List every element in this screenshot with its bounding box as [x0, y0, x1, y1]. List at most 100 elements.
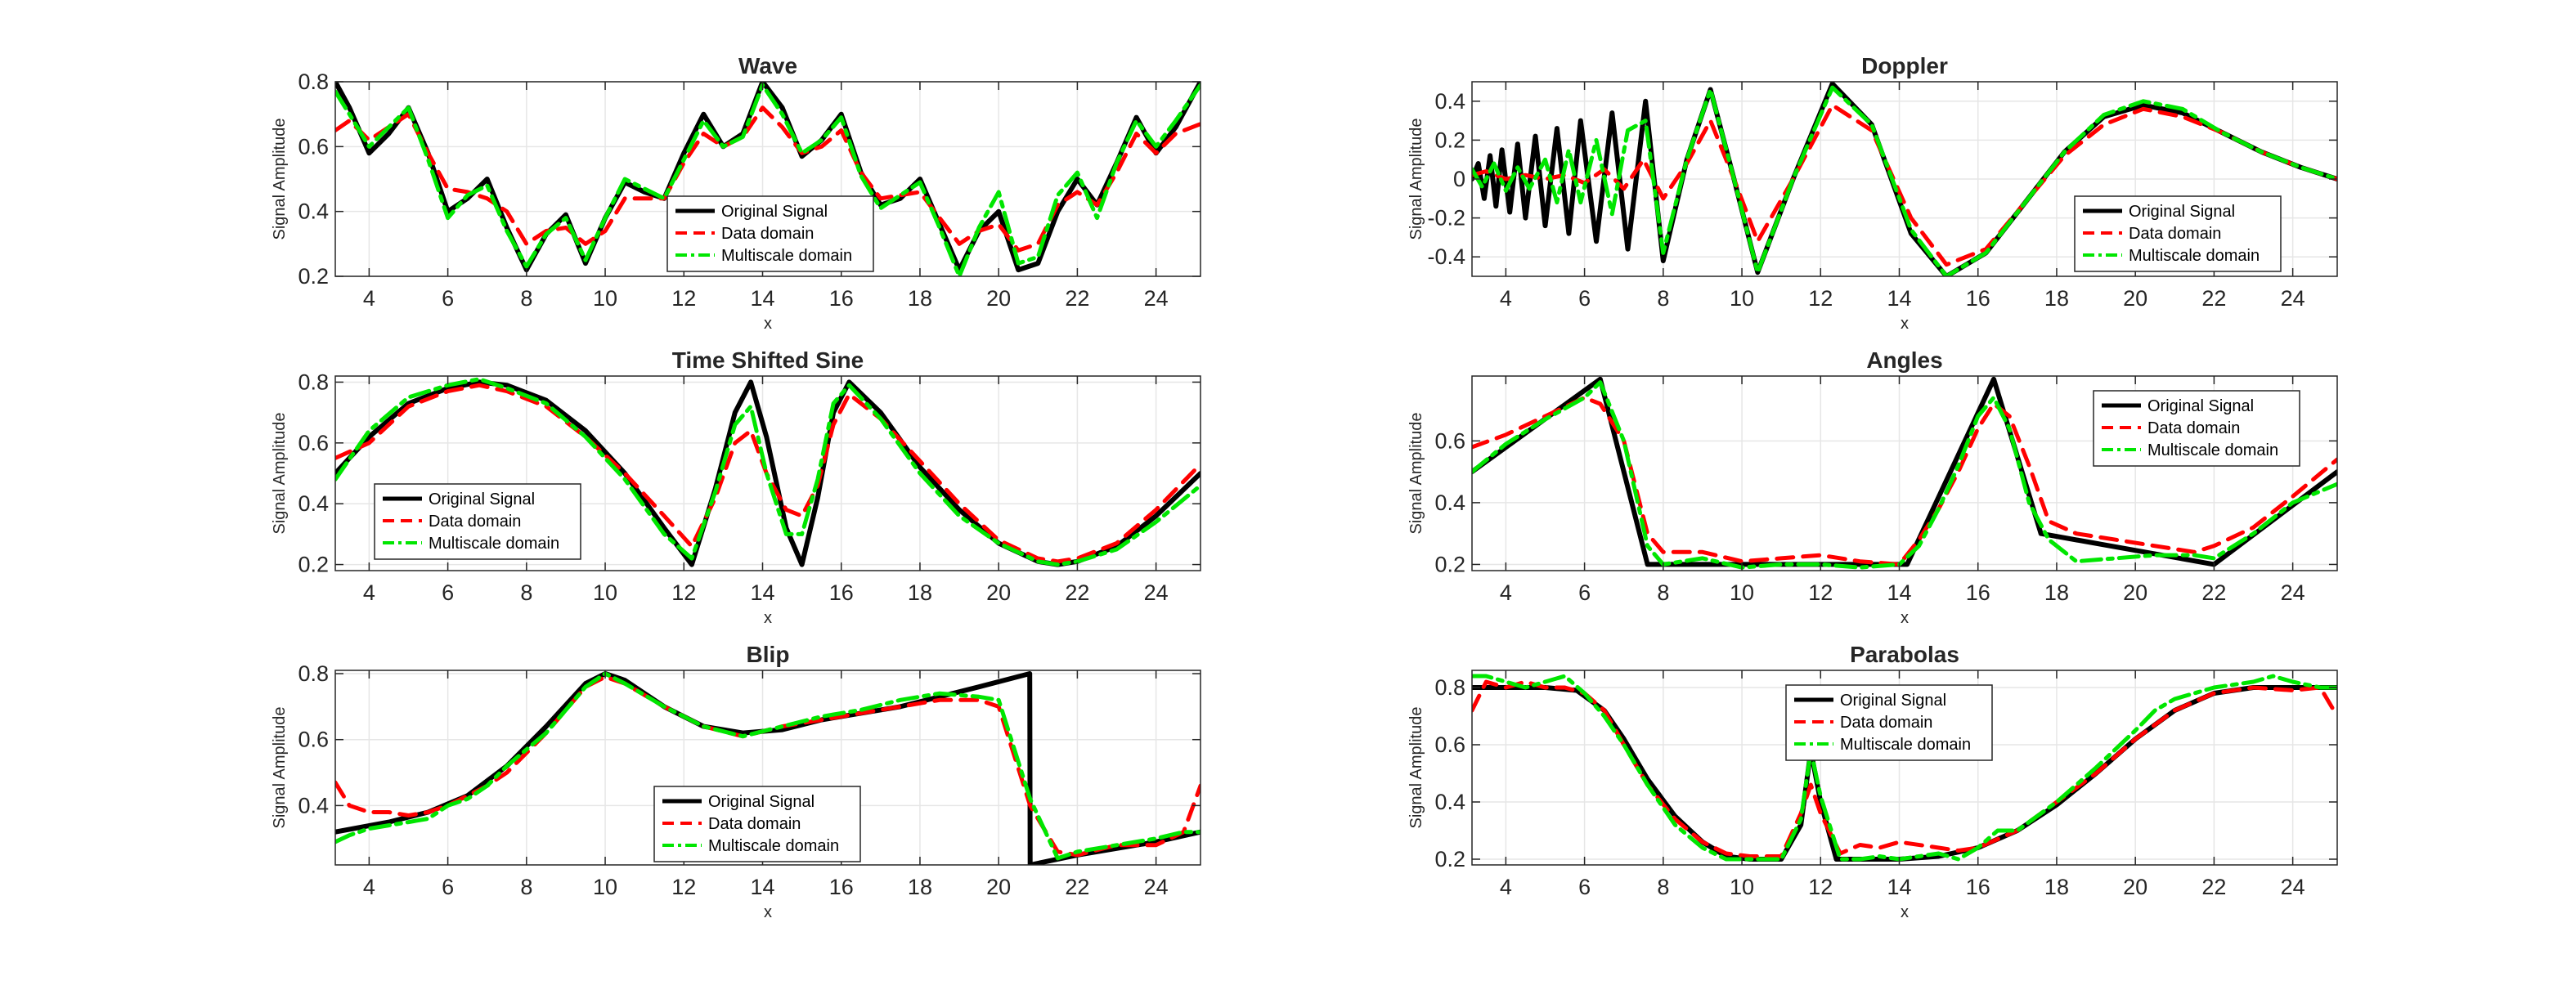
x-tick-label: 16 — [1966, 286, 1990, 311]
x-tick-label: 22 — [1065, 286, 1089, 311]
x-tick-label: 4 — [1500, 580, 1512, 605]
x-tick-label: 8 — [1657, 580, 1669, 605]
axes-box — [1471, 375, 2338, 571]
subplot-title: Angles — [1866, 347, 1942, 373]
x-tick-label: 4 — [363, 286, 375, 311]
series-line-data — [1472, 679, 2337, 858]
axes-box — [334, 375, 1201, 571]
y-tick-label: 0.4 — [298, 199, 329, 224]
x-tick-label: 14 — [750, 286, 774, 311]
y-axis-label: Signal Amplitude — [1407, 707, 1425, 829]
x-tick-label: 14 — [750, 580, 774, 605]
subplot-title: Doppler — [1861, 53, 1948, 78]
x-tick-label: 4 — [1500, 875, 1512, 899]
x-tick-label: 20 — [986, 580, 1011, 605]
x-tick-label: 6 — [442, 580, 454, 605]
x-tick-label: 14 — [1887, 580, 1911, 605]
subplot-title: Wave — [738, 53, 797, 78]
x-axis-label: x — [764, 903, 772, 921]
y-tick-label: 0.2 — [1434, 552, 1465, 576]
x-tick-label: 8 — [1657, 875, 1669, 899]
subplot-title: Parabolas — [1850, 642, 1959, 667]
x-tick-label: 22 — [2201, 286, 2226, 311]
x-tick-label: 16 — [829, 875, 854, 899]
x-tick-label: 12 — [1808, 286, 1833, 311]
legend-label-multiscale: Multiscale domain — [708, 837, 839, 855]
y-tick-label: 0.8 — [298, 661, 329, 686]
legend: Original Signal Data domain Multiscale dom… — [374, 483, 581, 560]
x-tick-label: 16 — [1966, 875, 1990, 899]
y-tick-label: 0.2 — [298, 264, 329, 289]
y-tick-label: 0.4 — [1434, 490, 1465, 515]
x-tick-label: 12 — [1808, 875, 1833, 899]
x-tick-label: 6 — [442, 286, 454, 311]
legend: Original Signal Data domain Multiscale dom… — [666, 195, 874, 272]
x-tick-label: 18 — [2044, 875, 2069, 899]
subplot-title: Blip — [747, 642, 790, 667]
y-tick-label: 0.2 — [1434, 847, 1465, 871]
subplot-title: Time Shifted Sine — [672, 347, 864, 373]
axes-box — [334, 670, 1201, 866]
y-tick-label: 0.8 — [298, 69, 329, 94]
y-tick-label: 0.2 — [298, 553, 329, 577]
legend-label-data: Data domain — [2147, 419, 2240, 437]
x-tick-label: 24 — [2281, 286, 2305, 311]
legend-label-multiscale: Multiscale domain — [429, 535, 559, 553]
x-tick-label: 12 — [671, 286, 696, 311]
legend-label-original: Original Signal — [2129, 203, 2235, 221]
axes-box — [334, 81, 1201, 277]
legend-label-data: Data domain — [429, 513, 521, 531]
y-axis-label: Signal Amplitude — [271, 119, 289, 240]
y-tick-label: 0.4 — [298, 491, 329, 516]
legend: Original Signal Data domain Multiscale dom… — [1785, 684, 1993, 761]
series-group — [1472, 674, 2337, 862]
x-tick-label: 8 — [520, 580, 532, 605]
legend-label-original: Original Signal — [429, 490, 535, 508]
x-axis-label: x — [1901, 903, 1909, 921]
x-tick-label: 10 — [593, 875, 617, 899]
y-tick-label: 0 — [1453, 167, 1465, 191]
y-tick-label: 0.6 — [298, 728, 329, 752]
x-tick-label: 8 — [520, 875, 532, 899]
x-tick-label: 6 — [1578, 286, 1591, 311]
y-tick-label: 0.8 — [298, 370, 329, 394]
legend-label-original: Original Signal — [721, 203, 828, 221]
x-tick-label: 18 — [2044, 580, 2069, 605]
subplot-blip: 4 6 8 10 12 14 16 18 20 22 24 0.4 0.6 0.8 Blip x Signal … — [271, 642, 1201, 921]
x-tick-label: 16 — [1966, 580, 1990, 605]
x-tick-label: 8 — [1657, 286, 1669, 311]
x-tick-label: 20 — [986, 875, 1011, 899]
y-tick-label: 0.2 — [1434, 128, 1465, 152]
x-tick-label: 6 — [1578, 580, 1591, 605]
subplot-doppler: 4 6 8 10 12 14 16 18 20 22 24 -0.4 -0.2 0 0.2 0.4 Dopple… — [1407, 53, 2338, 333]
x-tick-label: 14 — [750, 875, 774, 899]
x-tick-label: 22 — [1065, 580, 1089, 605]
series-line-multiscale — [335, 377, 1200, 567]
x-tick-label: 16 — [829, 580, 854, 605]
x-tick-label: 10 — [1730, 875, 1754, 899]
x-tick-label: 4 — [363, 580, 375, 605]
x-axis-label: x — [764, 315, 772, 333]
x-tick-label: 18 — [908, 286, 932, 311]
legend-label-data: Data domain — [721, 225, 814, 243]
x-tick-label: 20 — [2123, 875, 2147, 899]
y-axis-label: Signal Amplitude — [271, 707, 289, 829]
x-tick-label: 8 — [520, 286, 532, 311]
y-tick-label: 0.4 — [298, 793, 329, 818]
x-tick-label: 14 — [1887, 875, 1911, 899]
legend-label-multiscale: Multiscale domain — [1840, 736, 1971, 754]
x-tick-label: 20 — [986, 286, 1011, 311]
legend: Original Signal Data domain Multiscale dom… — [2074, 195, 2282, 272]
x-axis-label: x — [1901, 315, 1909, 333]
x-tick-label: 12 — [1808, 580, 1833, 605]
x-tick-label: 22 — [1065, 875, 1089, 899]
series-group — [335, 671, 1200, 865]
x-axis-label: x — [1901, 609, 1909, 627]
series-line-multiscale — [1472, 674, 2337, 862]
legend-label-multiscale: Multiscale domain — [721, 247, 852, 265]
x-tick-label: 24 — [2281, 580, 2305, 605]
x-tick-label: 10 — [593, 286, 617, 311]
y-tick-label: 0.4 — [1434, 790, 1465, 814]
x-tick-label: 20 — [2123, 286, 2147, 311]
series-group — [335, 377, 1200, 567]
